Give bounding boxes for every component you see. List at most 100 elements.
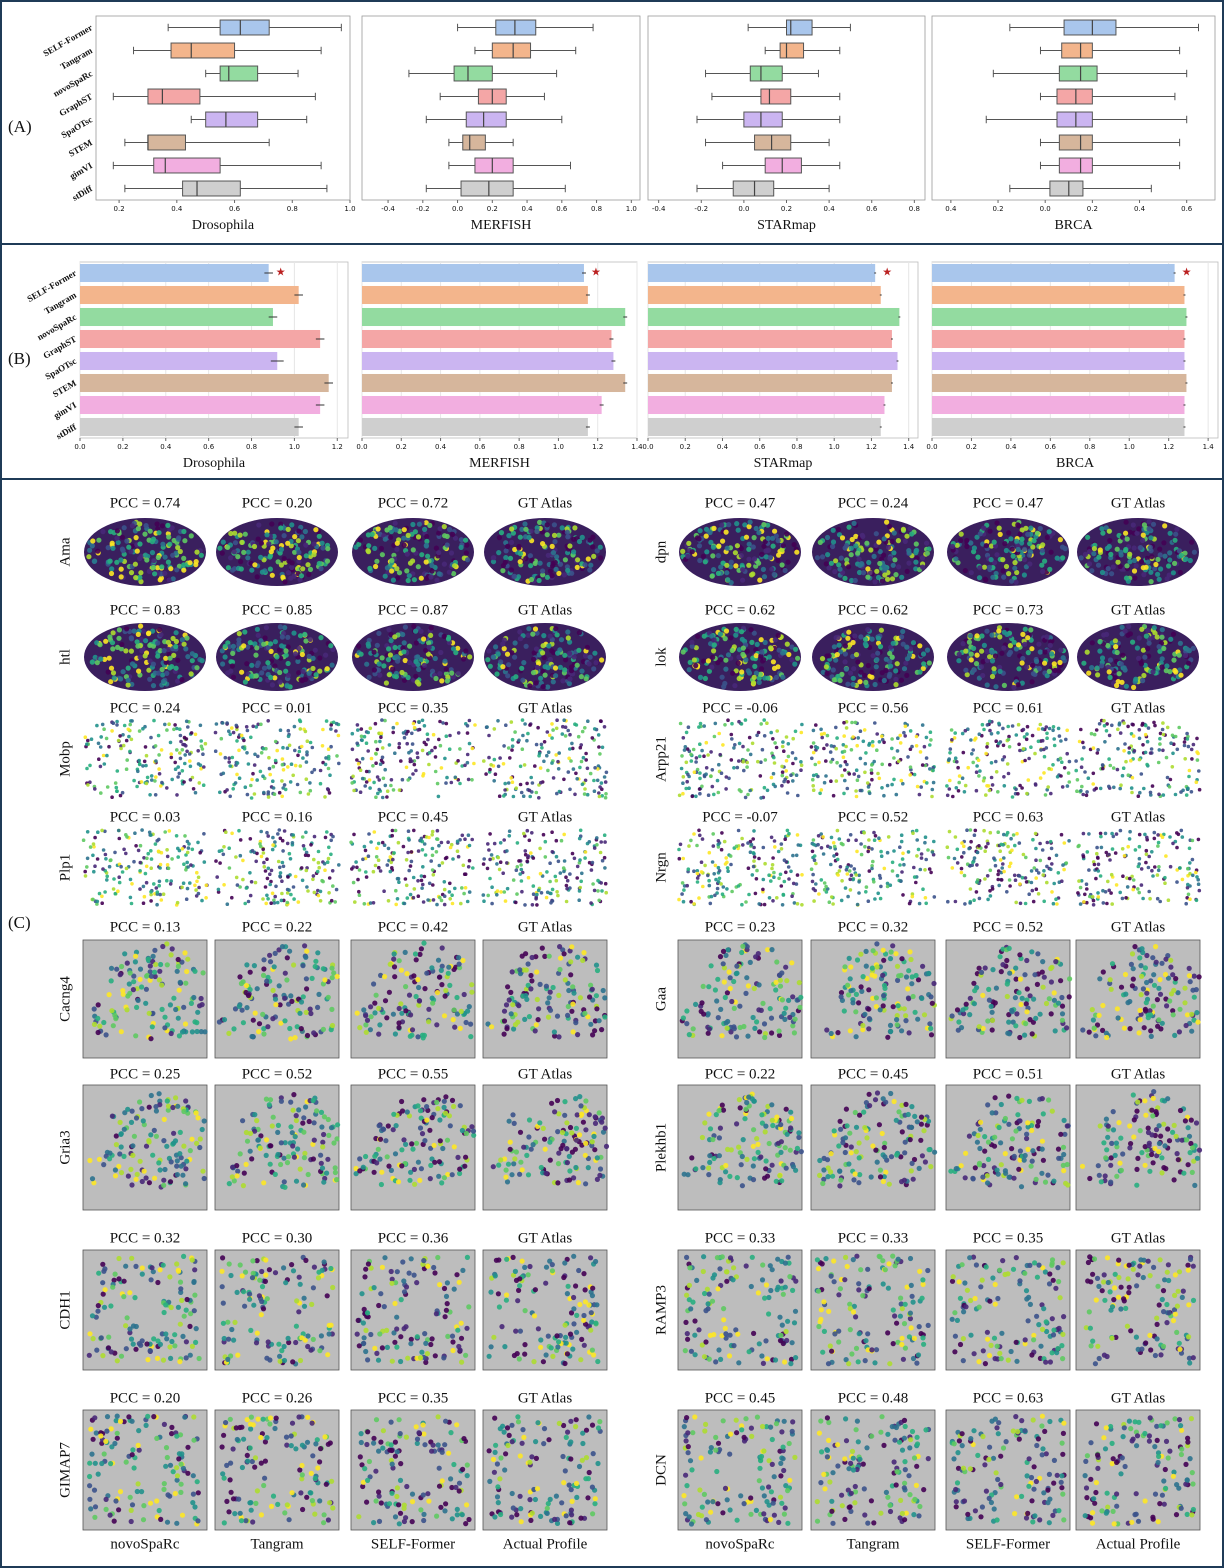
expression-spot — [893, 668, 898, 673]
expression-spot — [488, 664, 493, 669]
expression-spot — [755, 869, 759, 873]
expression-spot — [993, 653, 998, 658]
expression-spot — [255, 663, 260, 668]
expression-spot — [110, 546, 115, 551]
expression-spot — [682, 900, 686, 904]
expression-spot — [825, 671, 830, 676]
expression-spot — [1198, 788, 1202, 792]
expression-spot — [381, 841, 385, 845]
expression-spot — [227, 846, 231, 850]
expression-spot — [279, 728, 283, 732]
expression-spot — [266, 897, 270, 901]
expression-spot — [724, 628, 729, 633]
expression-spot — [112, 676, 117, 681]
expression-spot — [185, 720, 189, 724]
expression-spot — [268, 767, 272, 771]
expression-spot — [505, 544, 510, 549]
expression-spot — [739, 553, 744, 558]
expression-spot — [227, 729, 231, 733]
expression-spot — [709, 665, 714, 670]
expression-spot — [171, 576, 176, 581]
expression-spot — [253, 763, 257, 767]
expression-spot — [729, 560, 734, 565]
expression-spot — [1063, 766, 1067, 770]
expression-spot — [239, 670, 244, 675]
expression-spot — [117, 627, 122, 632]
expression-spot — [515, 868, 519, 872]
expression-spot — [703, 559, 708, 564]
expression-spot — [311, 552, 316, 557]
expression-spot — [954, 756, 958, 760]
expression-spot — [263, 865, 267, 869]
expression-spot — [1159, 664, 1164, 669]
expression-spot — [412, 876, 416, 880]
expression-spot — [567, 770, 571, 774]
expression-spot — [985, 745, 989, 749]
expression-spot — [701, 659, 706, 664]
expression-spot — [1152, 721, 1156, 725]
expression-spot — [1157, 644, 1162, 649]
expression-spot — [410, 759, 414, 763]
expression-spot — [156, 890, 160, 894]
expression-spot — [761, 748, 765, 752]
gene-label: Plp1 — [57, 854, 73, 882]
expression-spot — [102, 727, 106, 731]
x-axis-label: BRCA — [1054, 218, 1093, 233]
expression-spot — [896, 538, 901, 543]
expression-spot — [840, 774, 844, 778]
x-tick-label: 0.6 — [556, 205, 568, 213]
expression-spot — [749, 572, 754, 577]
expression-spot — [893, 572, 898, 577]
expression-spot — [442, 562, 447, 567]
expression-spot — [194, 665, 199, 670]
expression-spot — [700, 870, 704, 874]
expression-spot — [738, 788, 742, 792]
expression-spot — [783, 778, 787, 782]
expression-spot — [746, 563, 751, 568]
expression-spot — [730, 722, 734, 726]
expression-spot — [440, 841, 444, 845]
expression-spot — [246, 793, 250, 797]
expression-spot — [994, 520, 999, 525]
expression-spot — [1190, 757, 1194, 761]
expression-spot — [1119, 731, 1123, 735]
expression-spot — [824, 561, 829, 566]
expression-spot — [443, 888, 447, 892]
expression-spot — [582, 756, 586, 760]
expression-spot — [899, 575, 904, 580]
expression-spot — [784, 769, 788, 773]
expression-spot — [105, 878, 109, 882]
expression-spot — [580, 872, 584, 876]
expression-spot — [853, 543, 858, 548]
expression-spot — [281, 861, 285, 865]
expression-spot — [448, 747, 452, 751]
expression-spot — [451, 902, 455, 906]
expression-spot — [992, 540, 997, 545]
expression-spot — [350, 781, 354, 785]
expression-spot — [489, 763, 493, 767]
expression-spot — [1097, 639, 1102, 644]
expression-spot — [444, 781, 448, 785]
expression-spot — [975, 789, 979, 793]
expression-spot — [572, 767, 576, 771]
expression-spot — [773, 761, 777, 765]
expression-spot — [1026, 725, 1030, 729]
expression-spot — [132, 779, 136, 783]
expression-spot — [740, 578, 745, 583]
expression-spot — [367, 854, 371, 858]
panel-title: PCC = 0.01 — [242, 700, 313, 716]
expression-spot — [525, 860, 529, 864]
expression-spot — [317, 850, 321, 854]
expression-spot — [595, 843, 599, 847]
expression-spot — [228, 795, 232, 799]
expression-spot — [273, 895, 277, 899]
expression-spot — [845, 763, 849, 767]
expression-spot — [603, 840, 607, 844]
expression-spot — [576, 865, 580, 869]
expression-spot — [429, 859, 433, 863]
expression-spot — [882, 794, 886, 798]
expression-spot — [255, 574, 260, 579]
expression-spot — [1092, 546, 1097, 551]
expression-spot — [255, 778, 259, 782]
expression-spot — [1126, 624, 1131, 629]
